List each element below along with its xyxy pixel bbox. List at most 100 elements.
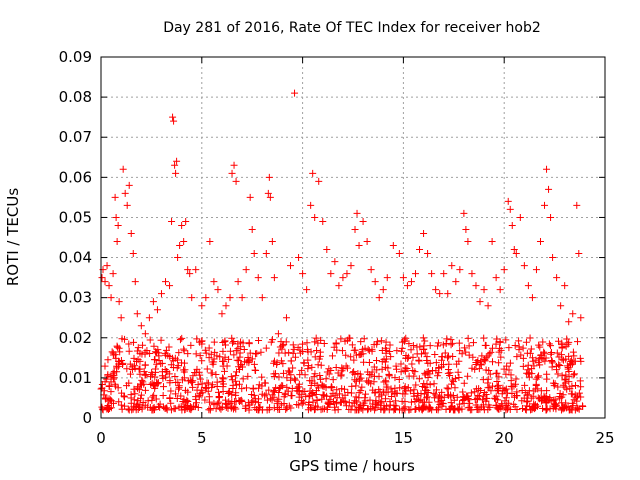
data-point [196,338,204,346]
data-point [214,400,222,408]
data-point [442,339,450,347]
data-point [291,89,299,97]
data-point [131,390,139,398]
data-point [332,364,340,372]
data-point [231,377,239,385]
data-point [557,406,565,414]
data-point [396,384,404,392]
data-point [228,334,236,342]
data-point [113,238,121,246]
data-point [408,360,416,368]
data-point [553,362,561,370]
data-point [230,351,238,359]
data-point [574,338,582,346]
data-point [438,402,446,410]
data-point [568,360,576,368]
data-point [129,405,137,413]
data-point [369,400,377,408]
data-point [436,392,444,400]
data-point [152,395,160,403]
data-point [126,370,134,378]
data-point [322,375,330,383]
data-point [312,334,320,342]
data-point [431,394,439,402]
data-point [426,342,434,350]
data-point [506,205,514,213]
data-point [166,282,174,290]
data-point [424,373,432,381]
data-point [284,367,292,375]
data-point [223,400,231,408]
data-point [265,173,273,181]
data-point [415,403,423,411]
data-point [495,373,503,381]
data-point [196,375,204,383]
x-axis-label: GPS time / hours [289,457,415,475]
data-point [410,386,418,394]
data-point [529,357,537,365]
data-point [238,397,246,405]
data-point [360,335,368,343]
data-point [542,406,550,414]
data-point [515,346,523,354]
data-point [166,377,174,385]
data-point [393,347,401,355]
data-point [167,387,175,395]
data-point [187,341,195,349]
data-point [188,294,196,302]
data-point [224,389,232,397]
data-point [449,378,457,386]
data-point [112,213,120,221]
data-point [379,286,387,294]
data-point [157,290,165,298]
data-point [456,266,464,274]
data-point [524,282,532,290]
data-point [184,388,192,396]
data-point [467,389,475,397]
data-point [198,357,206,365]
data-point [312,390,320,398]
data-point [359,217,367,225]
data-point [167,399,175,407]
data-point [495,348,503,356]
data-point [173,364,181,372]
data-point [462,225,470,233]
data-point [529,392,537,400]
data-point [555,337,563,345]
data-point [453,360,461,368]
data-point [569,402,577,410]
data-point [420,398,428,406]
data-point [503,362,511,370]
data-point [134,344,142,352]
data-point [342,351,350,359]
data-point [245,406,253,414]
data-point [335,282,343,290]
data-point [401,390,409,398]
data-point [218,310,226,318]
data-point [475,365,483,373]
data-point [370,363,378,371]
data-point [318,395,326,403]
data-point [208,369,216,377]
data-point [216,404,224,412]
data-point [539,355,547,363]
data-point [365,371,373,379]
data-point [532,356,540,364]
data-point [434,372,442,380]
data-point [548,356,556,364]
data-point [494,381,502,389]
data-point [444,290,452,298]
data-point [382,383,390,391]
data-point [568,382,576,390]
data-point [357,387,365,395]
data-point [519,344,527,352]
data-point [279,360,287,368]
data-point [127,399,135,407]
data-point [175,349,183,357]
data-point [353,209,361,217]
data-point [168,217,176,225]
data-point [421,383,429,391]
data-point [397,360,405,368]
data-point [479,376,487,384]
data-point [526,402,534,410]
